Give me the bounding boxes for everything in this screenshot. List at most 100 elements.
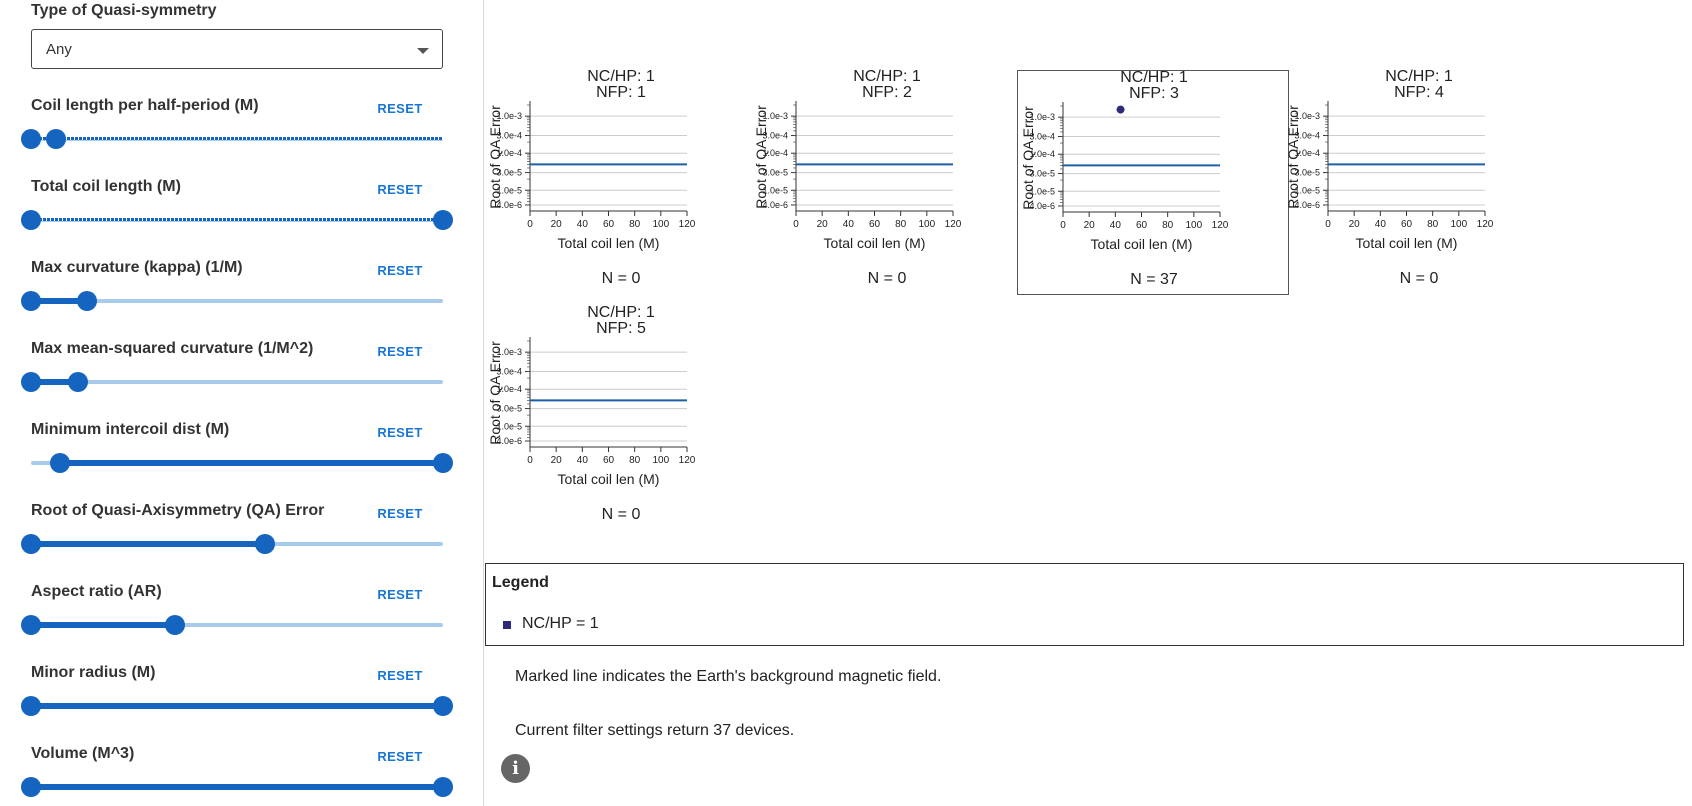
slider-thumb-high[interactable] — [433, 696, 453, 716]
slider-thumb-low[interactable] — [21, 615, 41, 635]
filter-3-reset-button[interactable]: RESET — [377, 344, 423, 359]
y-tick-label: 3.0e-4 — [1294, 131, 1320, 141]
slider-thumb-high[interactable] — [433, 210, 453, 230]
filter-8-label: Volume (M^3) — [31, 745, 135, 762]
filter-3-range-slider[interactable] — [21, 370, 443, 394]
y-tick-label: 1.0e-4 — [1029, 149, 1055, 159]
filter-3-label: Max mean-squared curvature (1/M^2) — [31, 340, 314, 357]
x-tick-label: 60 — [1401, 219, 1413, 230]
x-tick-label: 20 — [551, 219, 563, 230]
slider-thumb-low[interactable] — [21, 129, 41, 149]
filter-0-label: Coil length per half-period (M) — [31, 97, 259, 114]
filter-4-reset-button[interactable]: RESET — [377, 425, 423, 440]
y-tick-label: 1.0e-3 — [762, 111, 788, 121]
y-tick-label: 3.0e-4 — [496, 131, 522, 141]
scatter-plot-4[interactable]: NC/HP: 1 NFP: 4 1.0e-3 3.0e-4 1.0e-4 3.0e-5 1.… — [1283, 68, 1555, 295]
filter-8-reset-button[interactable]: RESET — [377, 749, 423, 764]
x-tick-label: 80 — [1162, 220, 1174, 231]
slider-thumb-low[interactable] — [21, 210, 41, 230]
y-tick-label: 3.0e-4 — [1029, 132, 1055, 142]
x-tick-label: 60 — [869, 219, 881, 230]
filter-sidebar: Type of Quasi-symmetry Any Coil length p… — [0, 0, 484, 806]
plot-title: NC/HP: 1 — [1120, 69, 1188, 86]
y-tick-label: 3.0e-5 — [762, 168, 788, 178]
filter-7-range-slider[interactable] — [21, 694, 453, 718]
slider-track — [31, 784, 443, 790]
plot-subtitle: NFP: 4 — [1394, 84, 1444, 101]
slider-thumb-high[interactable] — [68, 372, 89, 392]
slider-thumb-low[interactable] — [49, 453, 70, 473]
x-axis-label: Total coil len (M) — [558, 471, 660, 487]
slider-thumb-high[interactable] — [76, 291, 97, 311]
filter-6-range-slider[interactable] — [21, 613, 443, 637]
filter-1-range-slider[interactable] — [21, 208, 453, 232]
scatter-plot-2[interactable]: NC/HP: 1 NFP: 2 1.0e-3 3.0e-4 1.0e-4 3.0e-5 1.… — [751, 68, 1023, 295]
filter-0-reset-button[interactable]: RESET — [377, 101, 423, 116]
slider-thumb-high[interactable] — [254, 534, 275, 554]
filter-7-label: Minor radius (M) — [31, 664, 156, 681]
y-tick-label: 1.0e-5 — [1294, 185, 1320, 195]
plot-title: NC/HP: 1 — [587, 68, 655, 85]
slider-thumb-high[interactable] — [433, 777, 453, 797]
filter-2-reset-button[interactable]: RESET — [377, 263, 423, 278]
slider-thumb-low[interactable] — [21, 291, 41, 311]
y-tick-label: 3.0e-5 — [1029, 169, 1055, 179]
filter-5-reset-button[interactable]: RESET — [377, 506, 423, 521]
filter-6-label: Aspect ratio (AR) — [31, 583, 162, 600]
filter-4-range-slider[interactable] — [31, 451, 453, 475]
y-tick-label: 1.0e-4 — [496, 384, 522, 394]
x-tick-label: 120 — [945, 219, 962, 230]
x-tick-label: 120 — [679, 455, 696, 466]
y-tick-label: 1.0e-4 — [1294, 148, 1320, 158]
filter-1-label: Total coil length (M) — [31, 178, 181, 195]
x-tick-label: 0 — [1325, 219, 1331, 230]
reference-line-note: Marked line indicates the Earth's backgr… — [515, 668, 942, 685]
quasi-symmetry-type-select[interactable]: Any — [31, 29, 443, 69]
y-tick-label: 4.0e-6 — [1294, 200, 1320, 210]
slider-thumb-low[interactable] — [21, 777, 41, 797]
slider-track — [31, 703, 443, 709]
slider-thumb-high[interactable] — [433, 453, 453, 473]
scatter-plot-1[interactable]: NC/HP: 1 NFP: 1 1.0e-3 3.0e-4 1.0e-4 3.0e-5 1.… — [485, 68, 757, 295]
slider-thumb-low[interactable] — [21, 372, 41, 392]
legend-title: Legend — [492, 574, 549, 591]
x-tick-label: 20 — [551, 455, 563, 466]
y-tick-label: 1.0e-5 — [496, 421, 522, 431]
x-axis-label: Total coil len (M) — [1091, 236, 1193, 252]
chevron-down-icon — [417, 48, 429, 54]
filter-7-reset-button[interactable]: RESET — [377, 668, 423, 683]
y-tick-label: 1.0e-5 — [496, 185, 522, 195]
x-tick-label: 100 — [918, 219, 935, 230]
main-panel: NC/HP: 1 NFP: 1 1.0e-3 3.0e-4 1.0e-4 3.0e-5 1.… — [485, 0, 1692, 806]
y-tick-label: 4.0e-6 — [1029, 201, 1055, 211]
slider-thumb-low[interactable] — [21, 534, 41, 554]
filter-5-range-slider[interactable] — [21, 532, 443, 556]
filter-1-reset-button[interactable]: RESET — [377, 182, 423, 197]
x-tick-label: 0 — [527, 219, 533, 230]
quasi-symmetry-type-label: Type of Quasi-symmetry — [31, 2, 217, 19]
y-tick-label: 1.0e-5 — [762, 185, 788, 195]
x-tick-label: 40 — [1110, 220, 1122, 231]
x-tick-label: 0 — [527, 455, 533, 466]
plot-subtitle: NFP: 1 — [596, 84, 646, 101]
plot-count: N = 0 — [867, 270, 907, 287]
y-tick-label: 1.0e-5 — [1029, 186, 1055, 196]
slider-track — [31, 622, 176, 628]
y-axis-label: Root of QA Error — [487, 341, 503, 445]
filter-8-range-slider[interactable] — [21, 775, 453, 799]
slider-track — [31, 379, 79, 385]
slider-thumb-low[interactable] — [21, 696, 41, 716]
device-count-note: Current filter settings return 37 device… — [515, 722, 795, 739]
x-tick-label: 100 — [652, 455, 669, 466]
x-tick-label: 60 — [1136, 220, 1148, 231]
filter-6-reset-button[interactable]: RESET — [377, 587, 423, 602]
y-tick-label: 1.0e-3 — [1294, 111, 1320, 121]
slider-thumb-high[interactable] — [165, 615, 186, 635]
scatter-plot-3[interactable]: NC/HP: 1 NFP: 3 1.0e-3 3.0e-4 1.0e-4 3.0e-5 1.… — [1017, 69, 1289, 295]
info-icon[interactable]: i — [501, 754, 530, 783]
x-tick-label: 60 — [603, 219, 615, 230]
filter-2-range-slider[interactable] — [21, 289, 443, 313]
slider-thumb-high[interactable] — [45, 129, 66, 149]
scatter-plot-5[interactable]: NC/HP: 1 NFP: 5 1.0e-3 3.0e-4 1.0e-4 3.0e-5 1.… — [485, 304, 757, 531]
filter-0-range-slider[interactable] — [21, 127, 443, 151]
